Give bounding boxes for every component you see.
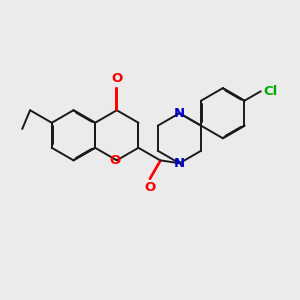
- Text: Cl: Cl: [264, 85, 278, 98]
- Text: O: O: [144, 181, 155, 194]
- Text: N: N: [174, 107, 185, 120]
- Text: O: O: [111, 72, 122, 85]
- Text: N: N: [174, 157, 185, 170]
- Text: O: O: [110, 154, 121, 167]
